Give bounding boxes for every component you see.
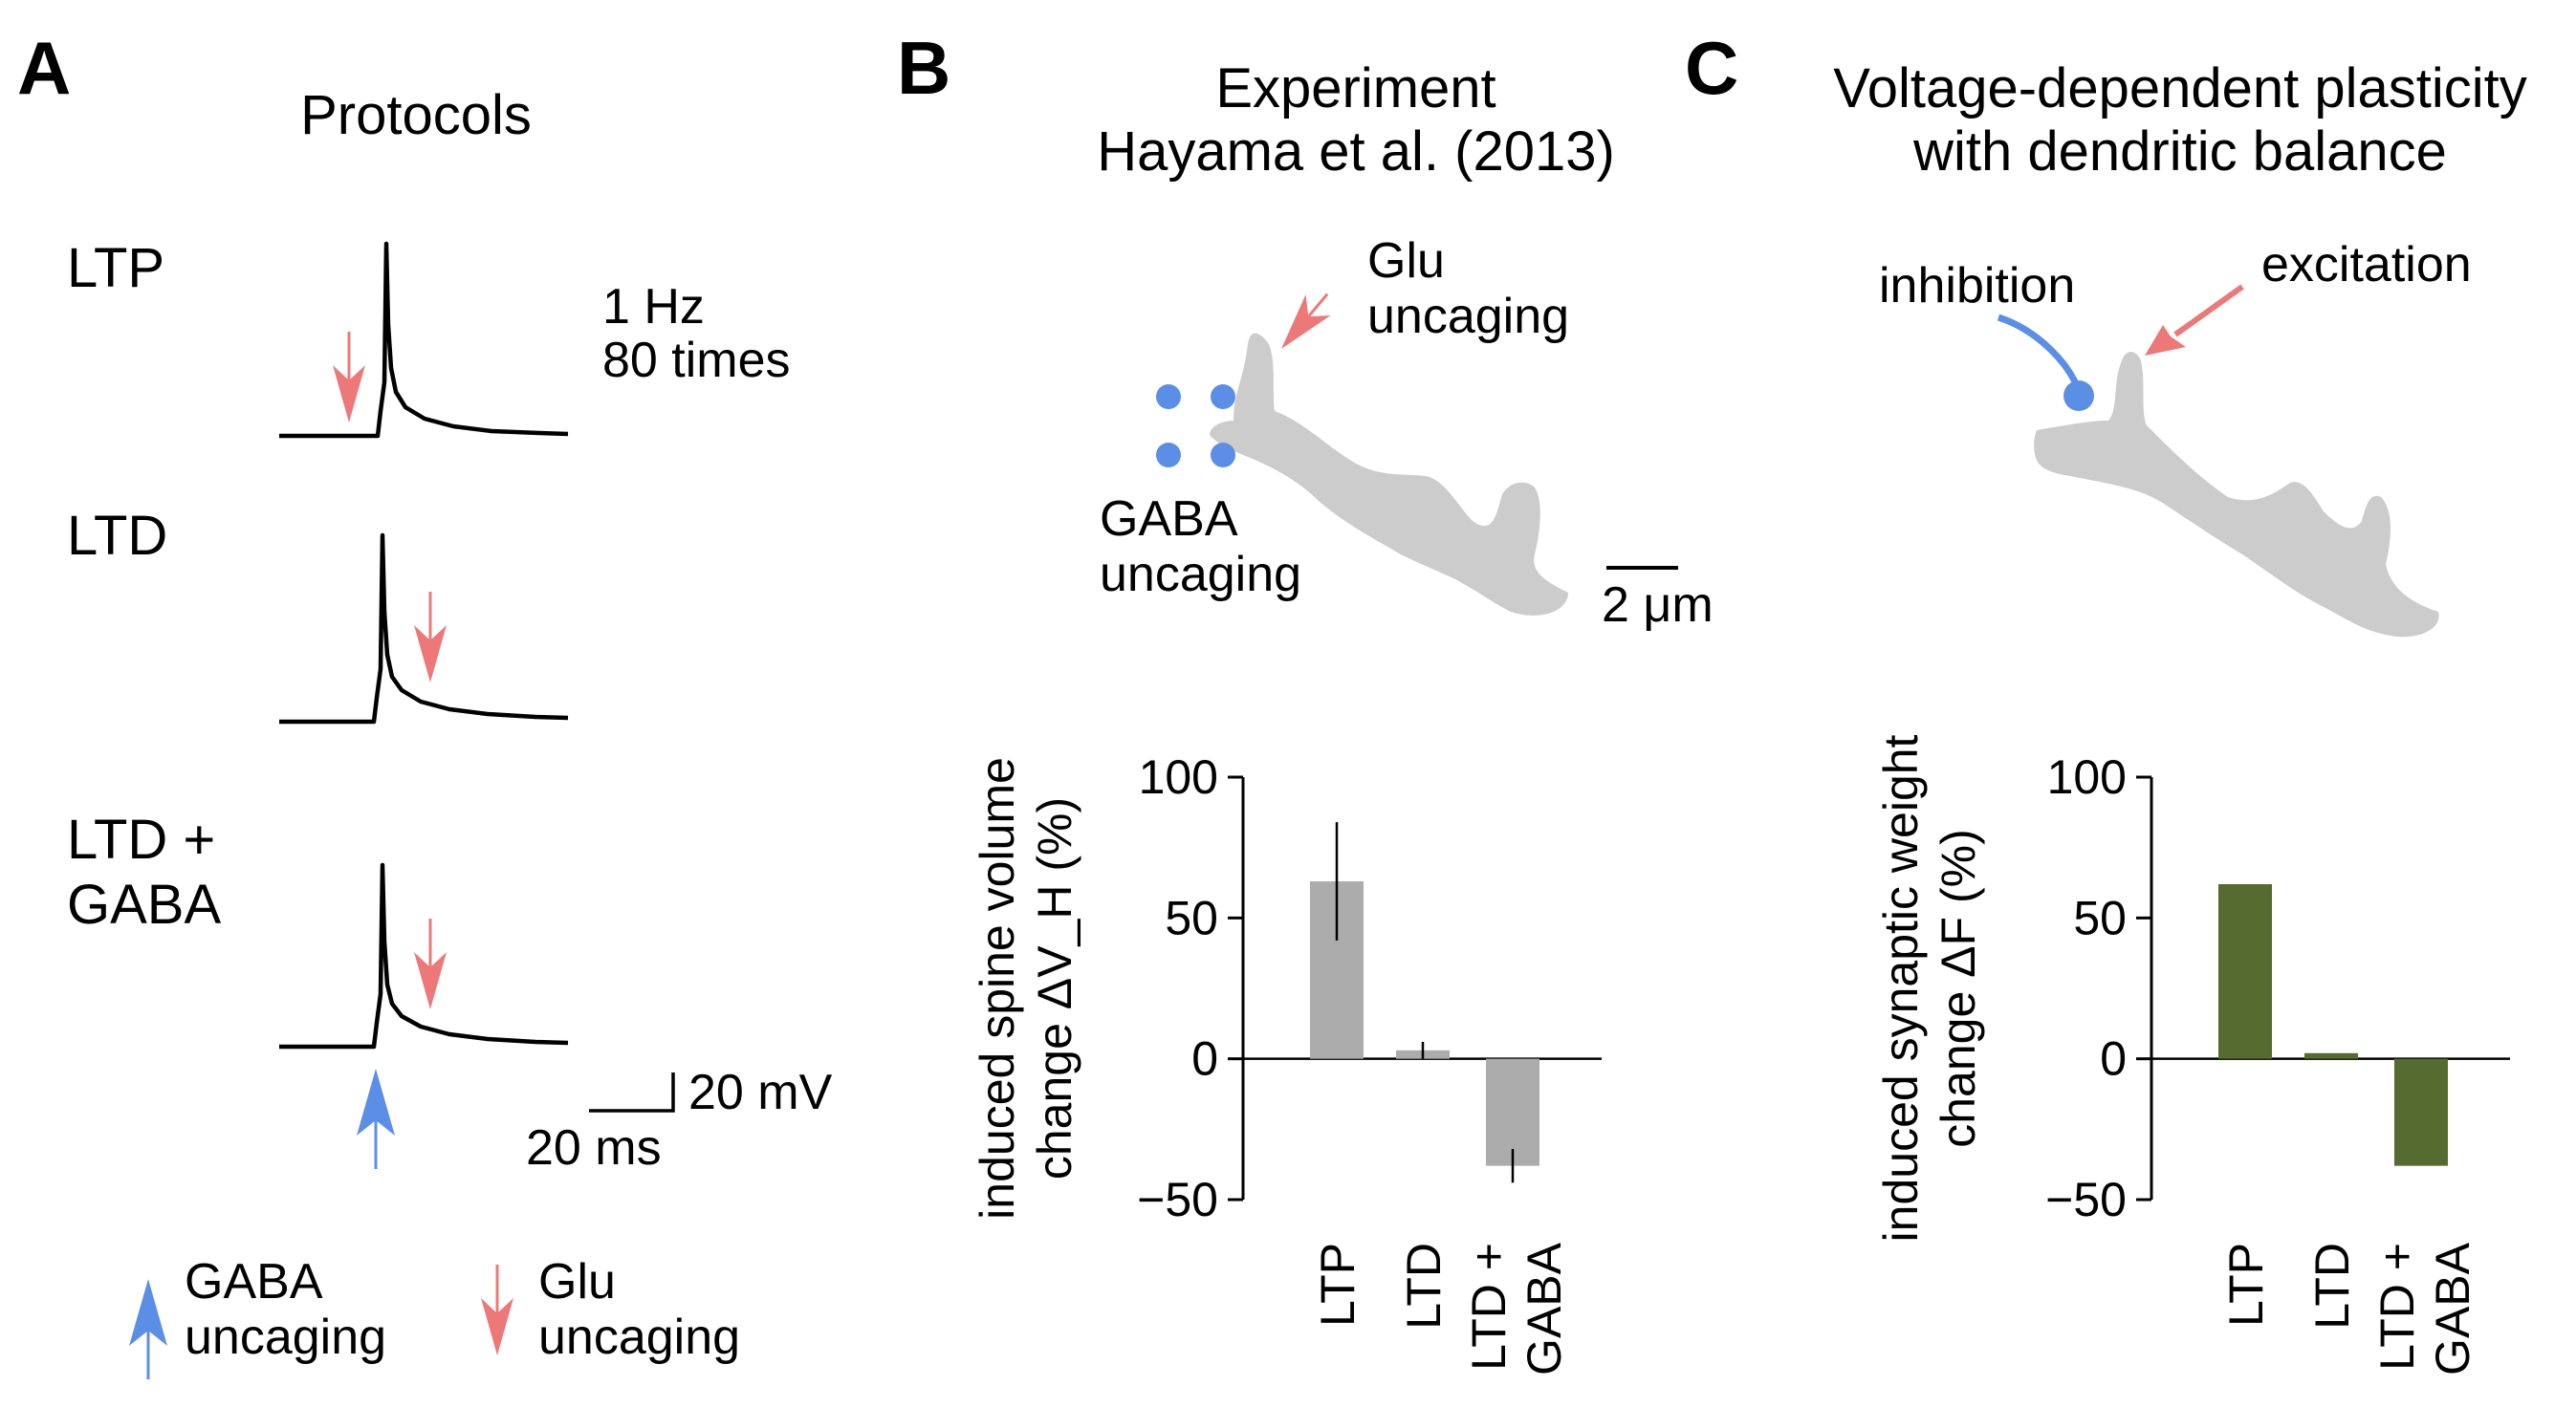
glu-arrow-ltd-gaba [412,917,448,1011]
gaba-dot-2 [1211,384,1235,409]
trace-ltp [279,241,569,439]
gaba-dot-1 [1156,384,1181,409]
chart-c-ytick-label: 50 [2073,891,2127,944]
panel-letter-b: B [897,26,950,110]
panel-c-title-line2: with dendritic balance [1912,120,2447,183]
chart-c-bar-2 [2304,1052,2358,1059]
chart-synaptic-weight: 100 50 0 −50 LTP LTD LTD + GABA induced synaptic… [1874,734,2510,1376]
glu-arrow-ltp [331,330,367,424]
scalebar-b-label: 2 μm [1602,577,1714,633]
legend-glu-line1: Glu [538,1254,616,1310]
panel-c-title-line1: Voltage-dependent plasticity [1833,57,2527,119]
protocol-label-ltp: LTP [67,237,164,299]
chart-c-xtick-label: LTD + [2370,1243,2424,1371]
chart-c-xtick-label: GABA [2426,1242,2479,1376]
legend-gaba-arrow [127,1277,169,1381]
legend-gaba-line2: uncaging [185,1310,386,1365]
chart-c-ytick-label: 0 [2100,1032,2127,1086]
scalebar-voltage: 20 mV [688,1065,833,1120]
glu-arrow-ltd [412,590,448,684]
chart-b-ytick-label: −50 [1137,1173,1218,1226]
scalebar-time: 20 ms [526,1120,662,1176]
gaba-dot-3 [1156,443,1181,467]
panel-letter-a: A [17,26,71,110]
protocol-label-ltd-gaba-line1: LTD + [67,809,215,871]
chart-c-ytick-label: −50 [2045,1173,2127,1226]
chart-c-xtick-label: LTP [2219,1243,2273,1327]
trace-ltd-gaba [279,862,569,1050]
chart-c-xtick-label: LTD [2305,1243,2359,1330]
chart-spine-volume: 100 50 0 −50 LTP LTD LTD + GABA induced spine vo… [971,750,1602,1376]
dendrite-b-shape [1210,333,1568,616]
chart-b-xtick-label: LTD + [1462,1243,1516,1371]
inhibition-synapse-icon [2063,380,2094,411]
protocol-label-ltd: LTD [67,505,167,567]
stim-count: 80 times [602,333,791,388]
gaba-dot-4 [1211,443,1235,467]
excitation-axon [2173,284,2244,337]
chart-c-ylabel-line1: induced synaptic weight [1874,734,1928,1242]
dendrite-c-excitation: excitation [2261,237,2472,292]
legend-glu-line2: uncaging [538,1310,740,1365]
panel-a-title: Protocols [300,84,532,146]
dendrite-b-gaba-line1: GABA [1100,491,1238,547]
panel-b-title-line1: Experiment [1215,57,1495,119]
chart-c-bar-1 [2218,883,2272,1059]
gaba-arrow-trace [355,1067,397,1171]
legend-glu-arrow [479,1263,515,1357]
chart-c-ytick-label: 100 [2047,750,2127,804]
chart-b-bar-3 [1486,1058,1539,1166]
dendrite-b-glu-line2: uncaging [1367,289,1569,344]
dendrite-c-shape [2034,352,2439,638]
chart-c-ylabel-line2: change ΔF (%) [1932,829,1985,1148]
trace-ltd [279,532,569,725]
excitation-synapse-icon [2145,325,2186,356]
dendrite-b-gaba-line2: uncaging [1100,547,1301,602]
chart-b-ytick-label: 0 [1191,1032,1218,1086]
chart-b-ylabel-line1: induced spine volume [971,757,1024,1220]
dendrite-c-inhibition: inhibition [1879,258,2075,314]
chart-b-xtick-label: LTP [1311,1243,1364,1327]
stim-frequency: 1 Hz [602,279,705,335]
protocol-label-ltd-gaba-line2: GABA [67,874,221,936]
chart-b-ytick-label: 50 [1165,891,1218,944]
panel-letter-c: C [1685,26,1738,110]
chart-c-bar-3 [2394,1058,2448,1166]
panel-b-title-line2: Hayama et al. (2013) [1097,120,1615,183]
inhibition-axon [1997,314,2084,396]
glu-arrow-dendrite-b [1281,292,1331,349]
chart-b-ytick-label: 100 [1139,750,1218,804]
scalebar-a [589,1072,675,1113]
chart-b-ylabel-line2: change ΔV_H (%) [1028,797,1081,1180]
dendrite-b-glu-line1: Glu [1367,233,1445,289]
chart-b-xtick-label: LTD [1397,1243,1451,1330]
chart-b-xtick-label: GABA [1517,1242,1571,1376]
legend-gaba-line1: GABA [185,1254,323,1310]
